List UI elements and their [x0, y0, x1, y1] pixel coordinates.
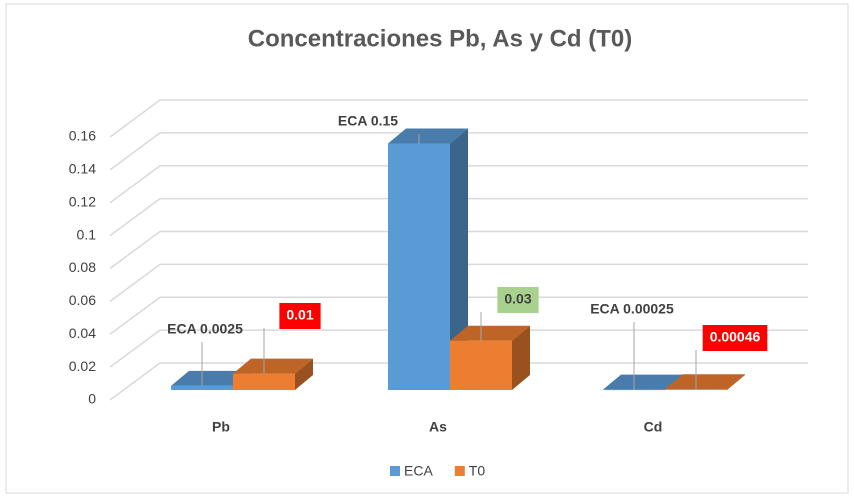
bar-top [665, 374, 745, 390]
bar-top [233, 358, 313, 374]
bar-side [450, 128, 468, 390]
bar [665, 374, 745, 390]
grid-line [109, 132, 808, 171]
bar-side [727, 374, 745, 390]
y-tick-label: 0.1 [77, 226, 97, 242]
data-label-box [497, 287, 539, 313]
grid-line [109, 165, 808, 204]
chart-title: Concentraciones Pb, As y Cd (T0) [248, 25, 633, 52]
data-label: 0.00046 [710, 329, 761, 345]
y-tick-label: 0.06 [69, 292, 96, 308]
y-tick-label: 0.14 [69, 161, 96, 177]
x-tick-label: Pb [212, 419, 230, 435]
bar-front [665, 389, 727, 390]
grid-line [109, 296, 808, 335]
bar-front [233, 373, 295, 390]
legend-swatch [454, 466, 465, 476]
data-label: ECA 0.15 [338, 113, 398, 129]
bar [233, 358, 313, 390]
grid-line [109, 197, 808, 237]
x-tick-label: Cd [644, 419, 663, 435]
bar-front [450, 340, 512, 390]
bar-front [171, 385, 233, 390]
bar-side [295, 358, 313, 390]
grid-line [109, 230, 808, 270]
y-tick-label: 0 [88, 391, 96, 407]
bar-front [603, 389, 665, 391]
y-tick-label: 0.02 [69, 358, 96, 374]
grid-line [109, 263, 808, 302]
data-label: 0.01 [286, 307, 313, 323]
y-tick-label: 0.16 [69, 128, 96, 144]
legend-label: ECA [404, 463, 433, 479]
legend-swatch [390, 466, 400, 476]
bar-side [512, 325, 530, 390]
legend-label: T0 [469, 463, 486, 479]
bar-top [388, 128, 468, 144]
data-label: 0.03 [504, 291, 531, 307]
bar [388, 128, 468, 390]
bar-top [171, 370, 251, 386]
bar [450, 325, 530, 390]
bar-top [450, 325, 530, 341]
grid-line [109, 362, 808, 401]
data-label-box [702, 325, 768, 351]
data-label: ECA 0.00025 [590, 301, 674, 317]
bar-front [388, 143, 450, 390]
y-tick-label: 0.04 [69, 325, 96, 341]
data-label: ECA 0.0025 [167, 321, 243, 337]
y-tick-label: 0.08 [69, 259, 96, 275]
bar-top [603, 374, 683, 390]
grid-line [109, 99, 808, 138]
y-tick-label: 0.12 [69, 193, 96, 209]
grid-line [109, 329, 808, 368]
x-tick-label: As [429, 419, 447, 435]
data-label-box [279, 303, 321, 329]
